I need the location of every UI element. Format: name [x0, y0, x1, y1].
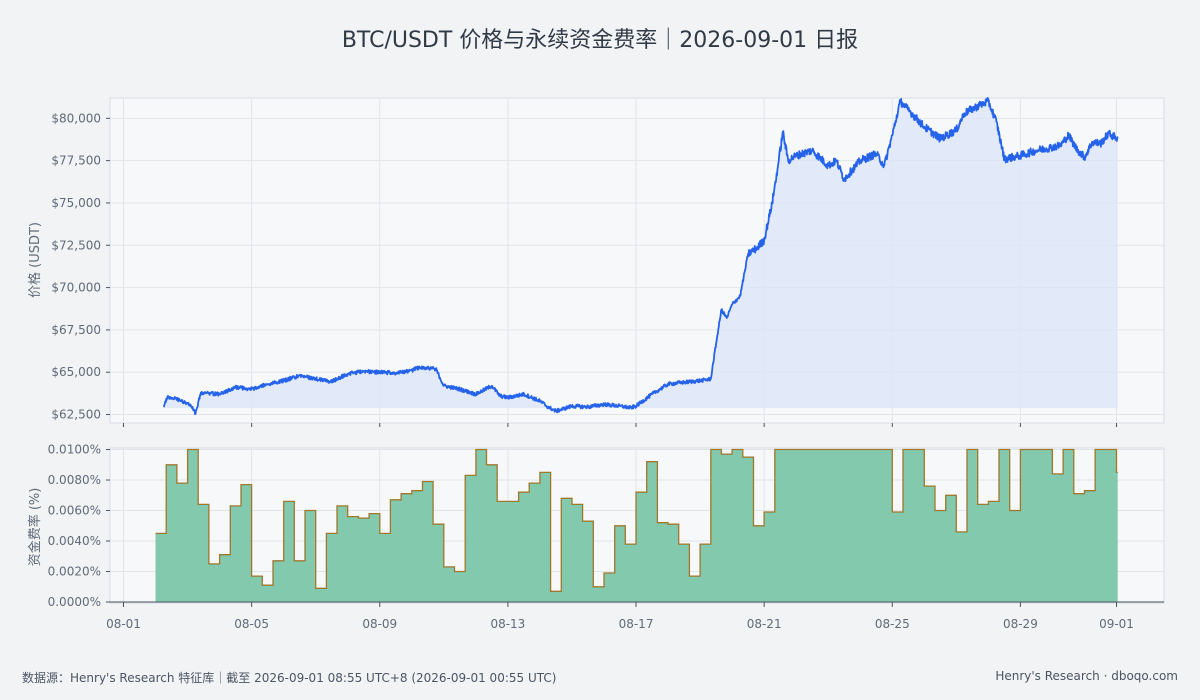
price-y-tick-label: $67,500: [51, 323, 101, 337]
x-tick-label: 08-09: [362, 617, 397, 631]
price-line: [162, 97, 1119, 416]
price-area: [163, 97, 1118, 415]
chart-title: BTC/USDT 价格与永续资金费率｜2026-09-01 日报: [341, 28, 859, 53]
price-y-ticks: $62,500 $65,000 $67,500 $70,000 $72,500 $75,0…: [51, 111, 110, 422]
footer-source: 数据源：Henry's Research 特征库｜截至 2026-09-01 0…: [22, 671, 557, 685]
funding-y-tick-label: 0.0020%: [48, 565, 101, 579]
x-tick-label: 08-05: [234, 617, 269, 631]
x-tick-label: 08-21: [747, 617, 782, 631]
funding-y-tick-label: 0.0080%: [48, 473, 101, 487]
price-y-tick-label: $75,000: [51, 196, 101, 210]
price-y-tick-label: $72,500: [51, 238, 101, 252]
x-tick-label: 08-25: [875, 617, 910, 631]
x-tick-label: 08-29: [1003, 617, 1038, 631]
price-y-tick-label: $70,000: [51, 281, 101, 295]
x-ticks: 08-01 08-05 08-09 08-13 08-17 08-21 08-25 08-29…: [106, 423, 1134, 631]
x-tick-label: 08-01: [106, 617, 141, 631]
funding-y-tick-label: 0.0060%: [48, 504, 101, 518]
price-y-tick-label: $77,500: [51, 154, 101, 168]
x-tick-label: 08-17: [619, 617, 654, 631]
funding-y-label: 资金费率 (%): [27, 488, 43, 567]
price-y-tick-label: $62,500: [51, 408, 101, 422]
funding-y-ticks: 0.0000% 0.0020% 0.0040% 0.0060% 0.0080% 0.010…: [48, 443, 110, 609]
footer-brand: Henry's Research · dboqo.com: [995, 669, 1178, 683]
price-y-tick-label: $80,000: [51, 111, 101, 125]
x-tick-label: 08-13: [490, 617, 525, 631]
funding-y-tick-label: 0.0000%: [48, 595, 101, 609]
price-y-tick-label: $65,000: [51, 365, 101, 379]
funding-y-tick-label: 0.0040%: [48, 534, 101, 548]
x-tick-label: 09-01: [1099, 617, 1134, 631]
funding-y-tick-label: 0.0100%: [48, 443, 101, 457]
funding-line: [155, 448, 1118, 592]
price-y-label: 价格 (USDT): [27, 222, 43, 298]
